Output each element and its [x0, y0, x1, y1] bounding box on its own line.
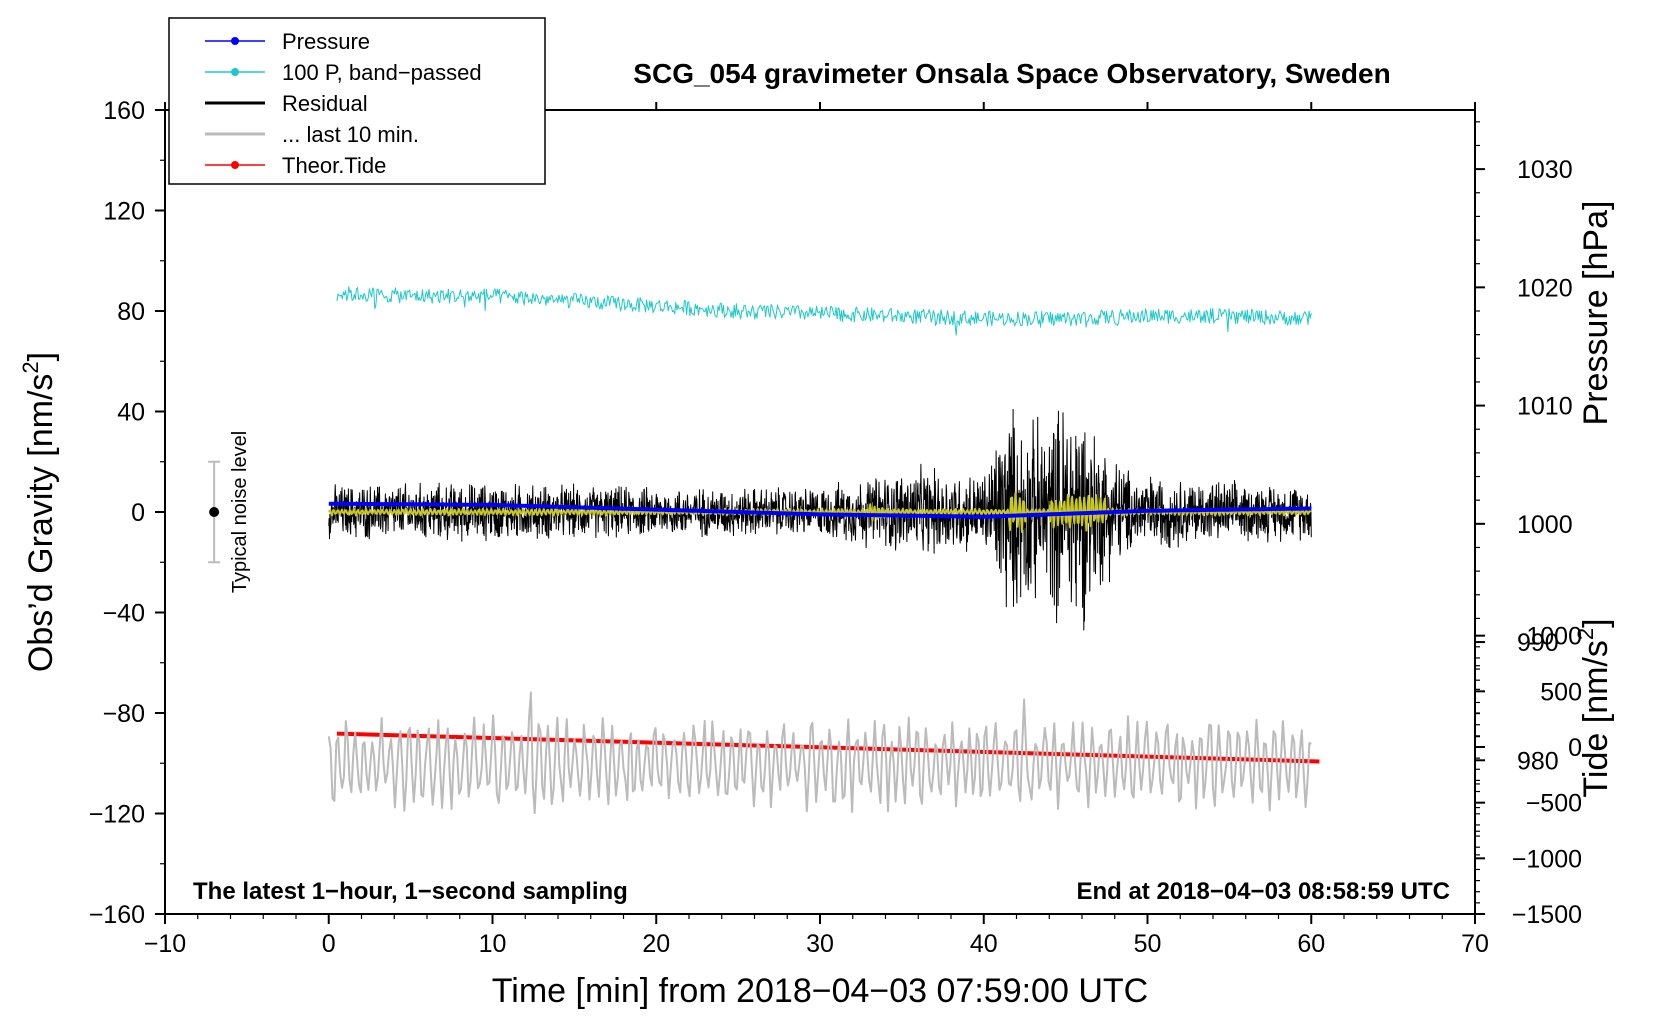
y-axis-label-left: Obs’d Gravity [nm/s2] — [18, 352, 60, 672]
band-passed-pressure-line — [336, 286, 1312, 336]
y-tick-label: 160 — [103, 97, 145, 125]
y-tick-label: −120 — [89, 801, 145, 829]
tide-tick-label: 0 — [1568, 734, 1582, 762]
ticks-layer: −10 0 10 20 30 40 50 60 7016012080400−40−80−120−… — [89, 97, 1582, 958]
legend-item: 100 P, band−passed — [205, 60, 482, 85]
residual-line — [328, 408, 1312, 631]
legend-label: Theor.Tide — [282, 153, 386, 178]
legend-label: Pressure — [282, 29, 370, 54]
tide-tick-label: 500 — [1540, 678, 1582, 706]
tide-tick-label: −500 — [1526, 790, 1582, 818]
legend-label: ... last 10 min. — [282, 122, 419, 147]
noise-level-indicator: Typical noise level — [208, 431, 251, 593]
y-tick-label: −160 — [89, 901, 145, 929]
legend-item: ... last 10 min. — [205, 122, 419, 147]
legend-items: Pressure 100 P, band−passed Residual ... la… — [205, 29, 482, 178]
legend-swatch-marker — [231, 37, 239, 45]
legend-item: Theor.Tide — [205, 153, 386, 178]
chart-title: SCG_054 gravimeter Onsala Space Observat… — [633, 58, 1390, 89]
x-tick-label: −10 — [144, 930, 186, 958]
pressure-line — [328, 501, 1312, 519]
y-axis-label-left-sup: 2 — [18, 361, 43, 373]
legend-item: Residual — [205, 91, 368, 116]
pressure-tick-label: 1010 — [1517, 393, 1573, 421]
y-tick-label: 120 — [103, 198, 145, 226]
series-layer — [327, 286, 1320, 815]
tide-tick-label: −1500 — [1512, 901, 1582, 929]
y-axis-label-left-close: ] — [22, 352, 60, 361]
note-latest-hour: The latest 1−hour, 1−second sampling — [193, 878, 628, 905]
x-axis-label: Time [min] from 2018−04−03 07:59:00 UTC — [492, 972, 1148, 1010]
y-tick-label: 40 — [117, 399, 145, 427]
tide-tick-label: 1000 — [1526, 623, 1582, 651]
x-tick-label: 40 — [970, 930, 998, 958]
x-tick-label: 20 — [642, 930, 670, 958]
x-tick-label: 50 — [1134, 930, 1162, 958]
pressure-tick-label: 1030 — [1517, 156, 1573, 184]
noise-level-label: Typical noise level — [229, 431, 251, 593]
y-tick-label: 80 — [117, 298, 145, 326]
legend-item: Pressure — [205, 29, 370, 54]
y-axis-label-left-main: Obs’d Gravity [nm/s — [22, 374, 60, 673]
pressure-tick-label: 1020 — [1517, 274, 1573, 302]
y-axis-label-tide-close: ] — [1577, 618, 1615, 627]
y-axis-label-tide-sup: 2 — [1573, 628, 1598, 640]
y-axis-label-tide: Tide [nm/s2] — [1573, 618, 1615, 797]
y-tick-label: −80 — [103, 700, 145, 728]
y-axis-label-pressure: Pressure [hPa] — [1577, 201, 1615, 426]
legend: Pressure 100 P, band−passed Residual ... la… — [168, 17, 546, 185]
y-tick-label: −40 — [103, 600, 145, 628]
legend-swatch-marker — [231, 68, 239, 76]
pressure-tick-label: 1000 — [1517, 511, 1573, 539]
y-axis-label-tide-main: Tide [nm/s — [1577, 640, 1615, 797]
x-tick-label: 0 — [322, 930, 336, 958]
pressure-tick-label: 990 — [1517, 629, 1559, 657]
legend-label: 100 P, band−passed — [282, 60, 482, 85]
legend-swatch-marker — [231, 161, 239, 169]
x-tick-label: 10 — [479, 930, 507, 958]
x-tick-label: 30 — [806, 930, 834, 958]
last-10-min-line — [327, 691, 1312, 815]
noise-level-dot — [209, 507, 220, 517]
legend-box — [168, 17, 546, 185]
legend-label: Residual — [282, 91, 368, 116]
y-tick-label: 0 — [131, 499, 145, 527]
x-tick-label: 60 — [1297, 930, 1325, 958]
x-tick-label: 70 — [1461, 930, 1489, 958]
pressure-tick-label: 980 — [1517, 747, 1559, 775]
note-end-time: End at 2018−04−03 08:58:59 UTC — [1076, 878, 1450, 905]
tide-tick-label: −1000 — [1512, 845, 1582, 873]
